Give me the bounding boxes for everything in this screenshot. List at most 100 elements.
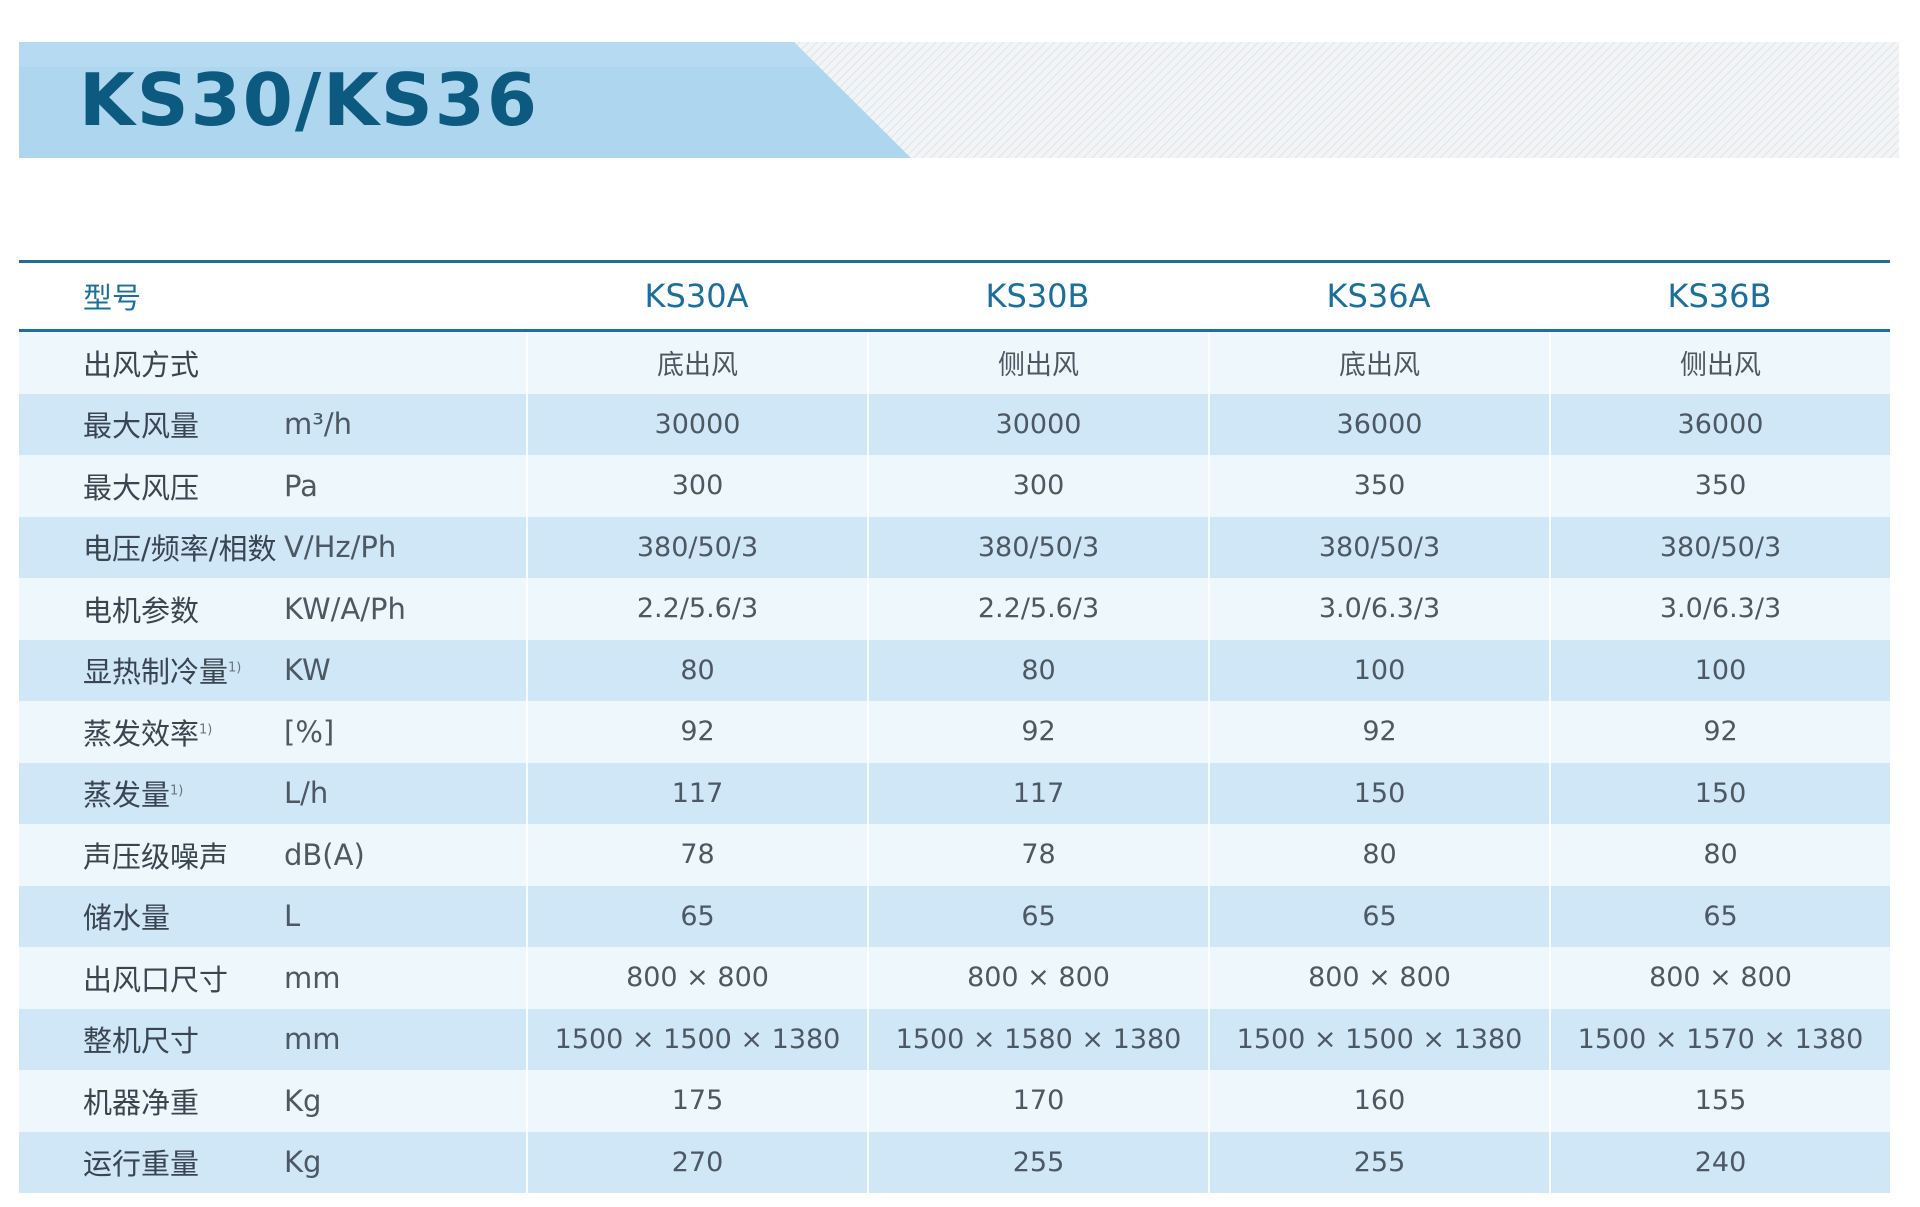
- row-value: 36000: [1549, 393, 1890, 455]
- row-label: 显热制冷量1): [19, 649, 284, 691]
- row-value: 30000: [526, 393, 867, 455]
- row-value: 80: [867, 639, 1208, 701]
- row-label-text: 声压级噪声: [83, 839, 229, 874]
- row-value: 117: [867, 762, 1208, 824]
- row-value: 底出风: [1208, 332, 1549, 394]
- row-value: 1500 × 1500 × 1380: [1208, 1008, 1549, 1070]
- row-value: 80: [526, 639, 867, 701]
- row-label-text: 整机尺寸: [83, 1024, 200, 1059]
- row-value: 100: [1208, 639, 1549, 701]
- row-label-text: 出风口尺寸: [83, 962, 229, 997]
- row-value: 270: [526, 1131, 867, 1193]
- page-title: KS30/KS36: [79, 58, 539, 142]
- footnote-marker: 1): [199, 722, 213, 738]
- table-row: 储水量 L 65 65 65 65: [19, 885, 1890, 947]
- table-row: 最大风量 m³/h 30000 30000 36000 36000: [19, 393, 1890, 455]
- row-value: 1500 × 1500 × 1380: [526, 1008, 867, 1070]
- row-value: 侧出风: [1549, 332, 1890, 394]
- row-value: 255: [1208, 1131, 1549, 1193]
- row-label: 机器净重: [19, 1080, 284, 1122]
- table-row: 整机尺寸 mm 1500 × 1500 × 1380 1500 × 1580 × 13…: [19, 1008, 1890, 1070]
- table-row: 蒸发量1) L/h 117 117 150 150: [19, 762, 1890, 824]
- row-unit: Pa: [284, 468, 318, 503]
- row-value: 380/50/3: [867, 516, 1208, 578]
- row-value: 150: [1208, 762, 1549, 824]
- row-value: 2.2/5.6/3: [526, 578, 867, 640]
- row-label: 电压/频率/相数: [19, 526, 284, 568]
- header-model: KS36B: [1667, 277, 1772, 315]
- row-value: 80: [1549, 824, 1890, 886]
- row-value: 380/50/3: [1549, 516, 1890, 578]
- row-label: 出风方式: [19, 342, 284, 384]
- row-value: 3.0/6.3/3: [1549, 578, 1890, 640]
- row-value: 255: [867, 1131, 1208, 1193]
- table-body: 出风方式 底出风 侧出风 底出风 侧出风 最大风量 m³/h 30000 30000 36000 3…: [19, 332, 1890, 1193]
- row-value: 155: [1549, 1070, 1890, 1132]
- banner-graphic: [19, 42, 1899, 158]
- row-label-text: 出风方式: [83, 347, 200, 382]
- row-value: 117: [526, 762, 867, 824]
- row-value: 1500 × 1570 × 1380: [1549, 1008, 1890, 1070]
- table-row: 蒸发效率1) [%] 92 92 92 92: [19, 701, 1890, 763]
- row-value: 800 × 800: [867, 947, 1208, 1009]
- row-value: 2.2/5.6/3: [867, 578, 1208, 640]
- row-label: 整机尺寸: [19, 1018, 284, 1060]
- row-unit: L/h: [284, 776, 329, 811]
- row-value: 800 × 800: [1208, 947, 1549, 1009]
- row-unit: KW: [284, 653, 331, 688]
- row-value: 300: [867, 455, 1208, 517]
- table-row: 显热制冷量1) KW 80 80 100 100: [19, 639, 1890, 701]
- table-row: 电压/频率/相数 V/Hz/Ph 380/50/3 380/50/3 380/50/3 3…: [19, 516, 1890, 578]
- row-value: 30000: [867, 393, 1208, 455]
- row-label: 电机参数: [19, 588, 284, 630]
- table-row: 电机参数 KW/A/Ph 2.2/5.6/3 2.2/5.6/3 3.0/6.3/3 3.…: [19, 578, 1890, 640]
- row-label-text: 电机参数: [83, 593, 200, 628]
- row-unit: mm: [284, 960, 341, 995]
- table-row: 运行重量 Kg 270 255 255 240: [19, 1131, 1890, 1193]
- row-value: 65: [867, 885, 1208, 947]
- row-unit: Kg: [284, 1083, 322, 1118]
- row-label: 蒸发量1): [19, 772, 284, 814]
- row-label-text: 最大风量: [83, 409, 200, 444]
- table-row: 最大风压 Pa 300 300 350 350: [19, 455, 1890, 517]
- row-value: 65: [1549, 885, 1890, 947]
- row-value: 380/50/3: [526, 516, 867, 578]
- row-label-text: 蒸发量: [83, 778, 171, 813]
- row-value: 92: [526, 701, 867, 763]
- table-row: 声压级噪声 dB(A) 78 78 80 80: [19, 824, 1890, 886]
- row-label-text: 最大风压: [83, 470, 200, 505]
- row-value: 65: [526, 885, 867, 947]
- row-unit: dB(A): [284, 837, 365, 872]
- title-banner: KS30/KS36: [19, 42, 1899, 158]
- row-value: 侧出风: [867, 332, 1208, 394]
- row-value: 底出风: [526, 332, 867, 394]
- table-row: 出风口尺寸 mm 800 × 800 800 × 800 800 × 800 800 × …: [19, 947, 1890, 1009]
- row-value: 175: [526, 1070, 867, 1132]
- row-value: 3.0/6.3/3: [1208, 578, 1549, 640]
- row-value: 1500 × 1580 × 1380: [867, 1008, 1208, 1070]
- header-label: 型号: [83, 281, 142, 315]
- row-unit: KW/A/Ph: [284, 591, 406, 626]
- row-value: 800 × 800: [1549, 947, 1890, 1009]
- row-value: 65: [1208, 885, 1549, 947]
- row-label: 运行重量: [19, 1141, 284, 1183]
- row-label: 声压级噪声: [19, 834, 284, 876]
- row-value: 150: [1549, 762, 1890, 824]
- row-value: 240: [1549, 1131, 1890, 1193]
- row-label-text: 电压/频率/相数: [83, 532, 277, 567]
- table-header: 型号 KS30A KS30B KS36A KS36B: [19, 260, 1890, 332]
- row-value: 350: [1549, 455, 1890, 517]
- row-unit: m³/h: [284, 407, 353, 442]
- row-label-text: 储水量: [83, 901, 171, 936]
- row-label: 储水量: [19, 895, 284, 937]
- row-value: 380/50/3: [1208, 516, 1549, 578]
- row-label: 最大风量: [19, 403, 284, 445]
- row-value: 800 × 800: [526, 947, 867, 1009]
- row-unit: mm: [284, 1022, 341, 1057]
- row-value: 160: [1208, 1070, 1549, 1132]
- footnote-marker: 1): [228, 660, 242, 676]
- row-value: 170: [867, 1070, 1208, 1132]
- row-value: 80: [1208, 824, 1549, 886]
- row-value: 92: [867, 701, 1208, 763]
